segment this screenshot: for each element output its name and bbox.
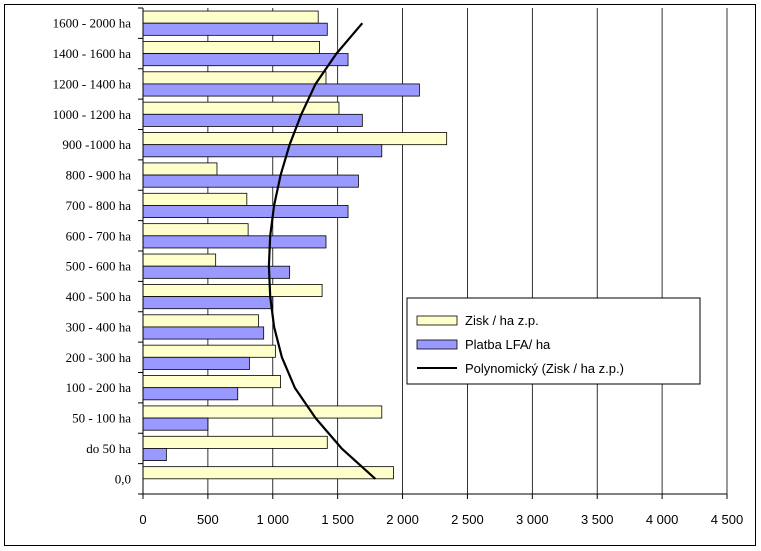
bar-platba bbox=[142, 326, 265, 340]
category-labels: 0,0 do 50 ha 50 - 100 ha 100 - 200 ha 200 - … bbox=[53, 16, 132, 487]
bar-platba bbox=[142, 417, 209, 431]
legend: Zisk / ha z.p. Platba LFA/ ha Polynomick… bbox=[406, 297, 701, 385]
bar-zisk bbox=[142, 223, 249, 237]
category-label: do 50 ha bbox=[86, 441, 131, 456]
bar-platba bbox=[142, 235, 327, 249]
bar-platba bbox=[142, 205, 349, 218]
bar-platba bbox=[142, 387, 239, 401]
bar-zisk bbox=[142, 284, 323, 297]
bar-zisk bbox=[142, 314, 259, 328]
bar-zisk bbox=[142, 435, 328, 449]
bar-platba bbox=[142, 113, 363, 127]
legend-label-trend: Polynomický (Zisk / ha z.p.) bbox=[465, 361, 624, 376]
legend-label-platba: Platba LFA/ ha bbox=[465, 337, 551, 352]
category-label: 500 - 600 ha bbox=[66, 259, 132, 274]
bar-zisk bbox=[142, 192, 248, 206]
category-label: 400 - 500 ha bbox=[66, 289, 132, 304]
legend-swatch-platba bbox=[416, 339, 458, 350]
category-label: 1000 - 1200 ha bbox=[53, 107, 132, 122]
bar-zisk bbox=[142, 405, 383, 419]
x-tick-label: 1 500 bbox=[321, 512, 354, 527]
x-tick-label: 1 000 bbox=[257, 512, 290, 527]
bar-platba bbox=[142, 356, 250, 370]
bar-platba bbox=[142, 296, 274, 310]
bar-zisk bbox=[142, 71, 327, 85]
bar-platba bbox=[142, 144, 383, 158]
x-tick-label: 3 500 bbox=[581, 512, 614, 527]
x-tick-label: 2 500 bbox=[451, 512, 484, 527]
category-label: 1600 - 2000 ha bbox=[53, 16, 132, 31]
bar-platba bbox=[142, 53, 349, 67]
trendline-path bbox=[267, 22, 377, 480]
bar-platba bbox=[142, 22, 328, 36]
legend-label-zisk: Zisk / ha z.p. bbox=[465, 313, 539, 328]
category-label: 1400 - 1600 ha bbox=[53, 46, 132, 61]
x-tick-label: 0 bbox=[139, 512, 146, 527]
category-label: 700 - 800 ha bbox=[66, 198, 132, 213]
x-tick-label: 4 500 bbox=[711, 512, 744, 527]
bars bbox=[142, 10, 448, 480]
bar-zisk bbox=[142, 132, 448, 146]
bar-zisk bbox=[142, 253, 217, 267]
bar-zisk bbox=[142, 466, 394, 480]
category-label: 900 -1000 ha bbox=[62, 137, 131, 152]
trendline bbox=[267, 22, 377, 480]
x-tick-label: 3 000 bbox=[516, 512, 549, 527]
legend-swatch-zisk bbox=[416, 315, 458, 326]
bar-platba bbox=[142, 83, 420, 97]
category-label: 50 - 100 ha bbox=[72, 411, 131, 426]
category-label: 200 - 300 ha bbox=[66, 350, 132, 365]
x-tick-label: 500 bbox=[197, 512, 219, 527]
bar-platba bbox=[142, 448, 167, 461]
category-label: 300 - 400 ha bbox=[66, 319, 132, 334]
bar-zisk bbox=[142, 101, 340, 115]
bar-zisk bbox=[142, 162, 218, 176]
bar-platba bbox=[142, 265, 291, 279]
axes bbox=[138, 7, 728, 499]
tick-labels: 0 500 1 000 1 500 2 000 2 500 3 000 3 500 4 000 4… bbox=[139, 512, 743, 527]
bar-zisk bbox=[142, 375, 281, 389]
bar-platba bbox=[142, 174, 359, 188]
category-label: 100 - 200 ha bbox=[66, 380, 132, 395]
bar-zisk bbox=[142, 10, 319, 24]
x-tick-label: 2 000 bbox=[386, 512, 419, 527]
category-label: 1200 - 1400 ha bbox=[53, 76, 132, 91]
bar-zisk bbox=[142, 41, 320, 54]
bar-zisk bbox=[142, 344, 276, 358]
category-label: 0,0 bbox=[115, 471, 131, 486]
category-label: 600 - 700 ha bbox=[66, 228, 132, 243]
x-tick-label: 4 000 bbox=[646, 512, 679, 527]
category-label: 800 - 900 ha bbox=[66, 168, 132, 183]
